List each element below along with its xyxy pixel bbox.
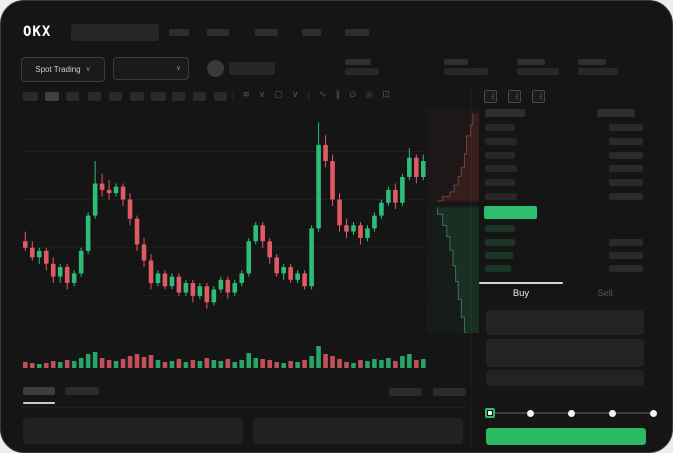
indicators-icon[interactable]: ∥ [335, 89, 340, 99]
okx-logo[interactable]: OKX [23, 24, 52, 40]
line-tool-icon[interactable]: ∿ [318, 89, 327, 99]
timeframe-button[interactable] [45, 92, 59, 101]
bid-row-amount [609, 239, 643, 246]
timeframe-button[interactable] [172, 92, 185, 101]
search-box-placeholder[interactable] [71, 24, 159, 41]
ask-row-price[interactable] [485, 193, 517, 200]
orderbook-asks-icon[interactable] [532, 90, 545, 103]
timeframe-button[interactable] [130, 92, 144, 101]
candlestick-chart[interactable] [21, 109, 426, 335]
orders-action-placeholder[interactable] [433, 388, 466, 396]
ticker-label-placeholder [517, 59, 545, 65]
ask-row-amount [609, 152, 643, 159]
ticker-value-placeholder [444, 68, 488, 75]
coin-avatar [207, 60, 224, 77]
sep: | [307, 89, 310, 100]
pair-selector-dropdown[interactable]: ∨ [113, 57, 189, 80]
bid-row-price[interactable] [485, 239, 515, 246]
order-input-placeholder[interactable] [486, 370, 644, 386]
slider-stop[interactable] [608, 409, 616, 417]
bid-row-price[interactable] [485, 252, 513, 259]
interval-icon[interactable]: ▢ [274, 89, 283, 99]
orders-table-placeholder [253, 418, 463, 444]
buy-tab-underline [479, 282, 563, 284]
ask-row-price[interactable] [485, 138, 517, 145]
ask-row-price[interactable] [485, 152, 515, 159]
orderbook-header-amount [597, 109, 635, 117]
orderbook-both-icon[interactable] [484, 90, 497, 103]
orders-tab-placeholder[interactable] [23, 387, 55, 395]
chevron-down-icon[interactable]: ∨ [292, 89, 299, 99]
nav-item-placeholder[interactable] [169, 29, 189, 36]
timeframe-button[interactable] [66, 92, 79, 101]
nav-item-placeholder[interactable] [207, 29, 229, 36]
orders-tab-placeholder[interactable] [65, 387, 99, 395]
slider-handle[interactable] [485, 408, 495, 418]
order-input-placeholder[interactable] [486, 339, 644, 367]
order-input-placeholder[interactable] [486, 310, 644, 335]
divider [21, 407, 466, 408]
timeframe-button[interactable] [109, 92, 122, 101]
slider-stop[interactable] [649, 409, 657, 417]
bid-row-amount [609, 252, 643, 259]
timeframe-button[interactable] [151, 92, 166, 101]
ticker-value-placeholder [345, 68, 379, 75]
bid-row-amount [609, 265, 643, 272]
ask-row-amount [609, 165, 643, 172]
sep: | [231, 89, 234, 100]
timeframe-button[interactable] [23, 92, 38, 101]
orderbook-header-price [485, 109, 525, 117]
ask-row-amount [609, 138, 643, 145]
ticker-label-placeholder [578, 59, 606, 65]
buy-button[interactable] [486, 428, 646, 445]
active-tab-underline [23, 402, 55, 404]
ask-row-amount [609, 124, 643, 131]
history-icon[interactable]: ◎ [365, 89, 374, 99]
orders-action-placeholder[interactable] [389, 388, 422, 396]
ticker-label-placeholder [444, 59, 468, 65]
divider [471, 87, 472, 452]
ask-row-price[interactable] [485, 165, 517, 172]
nav-item-placeholder[interactable] [302, 29, 321, 36]
orderbook-bids-icon[interactable] [508, 90, 521, 103]
pair-name-placeholder [229, 62, 275, 75]
chevron-down-icon: ∨ [175, 65, 181, 72]
timeframe-button[interactable] [88, 92, 101, 101]
ticker-value-placeholder [517, 68, 559, 75]
timeframe-button[interactable] [193, 92, 206, 101]
bid-row-price[interactable] [485, 265, 511, 272]
ask-row-price[interactable] [485, 124, 515, 131]
market-type-label: Spot Trading [35, 65, 81, 74]
tab-sell[interactable]: Sell [597, 288, 613, 299]
chart-type-icon[interactable]: ≋ [242, 89, 250, 99]
tab-buy[interactable]: Buy [512, 288, 530, 299]
bid-row-price[interactable] [485, 225, 515, 232]
timeframe-button[interactable] [214, 92, 227, 101]
ticker-label-placeholder [345, 59, 371, 65]
market-type-dropdown[interactable]: Spot Trading ∨ [21, 57, 105, 82]
orders-table-placeholder [23, 418, 243, 444]
chart-tools: | ≋ ∨ ▢ ∨ | ∿ ∥ ⊙ ◎ ⊡ [231, 89, 390, 100]
ask-row-price[interactable] [485, 179, 515, 186]
volume-chart [23, 346, 426, 368]
slider-stop[interactable] [568, 409, 575, 417]
chevron-down-icon[interactable]: ∨ [258, 89, 266, 99]
chevron-down-icon: ∨ [85, 66, 91, 73]
last-price-bar[interactable] [484, 206, 537, 219]
fullscreen-icon[interactable]: ⊡ [382, 89, 390, 99]
slider-stop[interactable] [527, 409, 535, 417]
nav-item-placeholder[interactable] [345, 29, 369, 36]
ticker-value-placeholder [578, 68, 618, 75]
camera-icon[interactable]: ⊙ [348, 89, 357, 99]
ask-row-amount [609, 193, 643, 200]
nav-item-placeholder[interactable] [255, 29, 278, 36]
ask-row-amount [609, 179, 643, 186]
depth-overlay [427, 109, 479, 333]
